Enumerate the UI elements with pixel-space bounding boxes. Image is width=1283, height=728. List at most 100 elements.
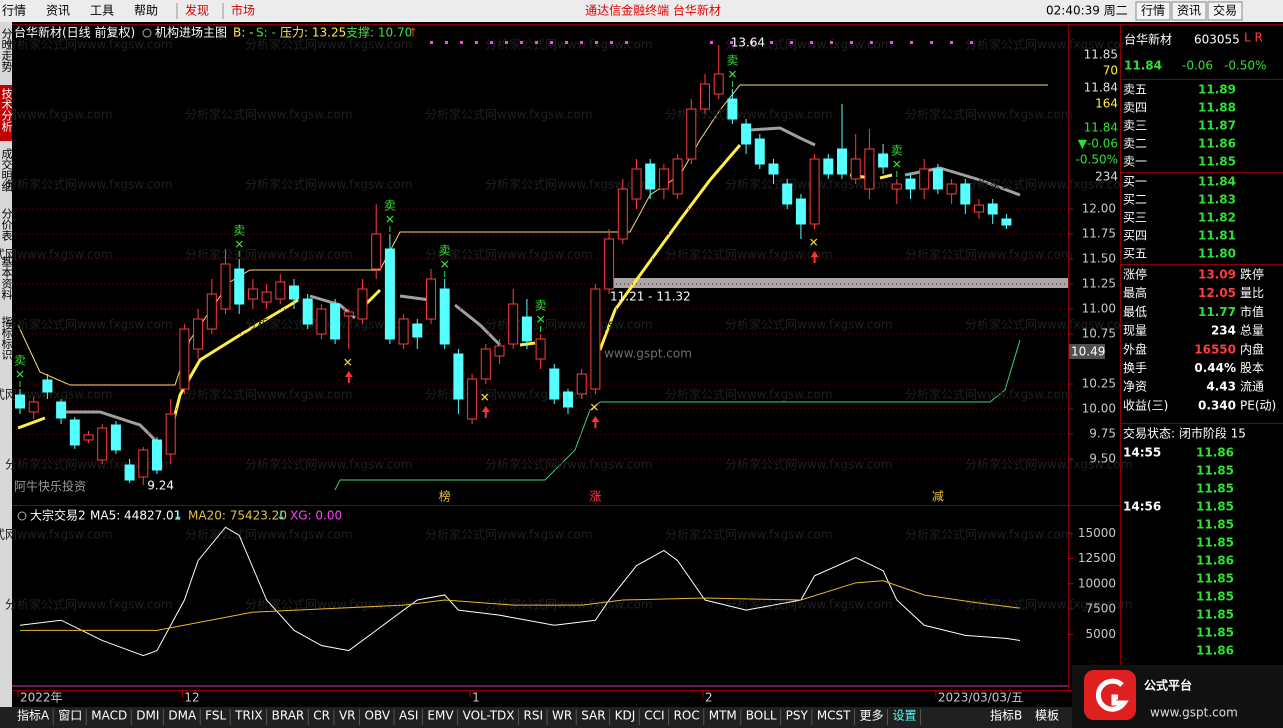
indicator-tab[interactable]: SAR — [581, 709, 605, 723]
menu-item[interactable]: 发现 — [185, 3, 209, 18]
menu-item[interactable]: 市场 — [231, 3, 255, 18]
top-dot — [595, 41, 598, 44]
date-label: 2022年 — [20, 691, 63, 705]
candle-body — [905, 178, 916, 190]
indicator-tab[interactable]: TRIX — [234, 709, 262, 723]
quote-value: 11.84 — [1084, 121, 1118, 135]
candle-body — [604, 238, 615, 290]
indicator-tab[interactable]: DMI — [136, 709, 159, 723]
indicator-tab[interactable]: WR — [552, 709, 572, 723]
menu-title: 通达信金融终端 台华新材 — [585, 3, 721, 18]
ask-label: 卖二 — [1123, 137, 1147, 151]
sell-signal: 卖 — [233, 224, 245, 238]
quote-value: -0.50% — [1076, 153, 1118, 167]
indicator-tab[interactable]: FSL — [205, 709, 226, 723]
menu-item[interactable]: 工具 — [90, 4, 114, 18]
candle-body — [247, 288, 258, 300]
side-tab[interactable]: 分时走势 — [0, 28, 13, 72]
indicator-tab[interactable]: 更多 — [860, 709, 884, 723]
candle-body — [275, 281, 286, 300]
ask-price: 11.86 — [1198, 137, 1236, 151]
indicator-tab[interactable]: 指标A — [17, 708, 50, 723]
candle-body — [28, 401, 39, 413]
watermark: 分析家公式网www.fxgsw.com — [965, 37, 1133, 52]
watermark: 分析家公式网www.fxgsw.com — [245, 457, 413, 472]
sell-x: ✕ — [892, 158, 902, 172]
indicator-line — [19, 526, 1021, 657]
candle-body — [15, 394, 25, 409]
y-tick-label: 11.25 — [1082, 277, 1116, 291]
indicator-icon — [142, 28, 152, 38]
y-tick-label: 10.25 — [1082, 377, 1116, 391]
indicator-tab[interactable]: KDJ — [615, 709, 636, 723]
indicator-tab[interactable]: VR — [339, 709, 356, 723]
indicator-tab[interactable]: RSI — [524, 709, 544, 723]
side-tab[interactable]: 成交明细 — [0, 148, 13, 192]
menu-item[interactable]: 帮助 — [134, 4, 158, 18]
tick-price: 11.85 — [1196, 626, 1234, 640]
watermark: 分析家公式网www.fxgsw.com — [425, 247, 593, 262]
menu-item[interactable]: 资讯 — [46, 4, 70, 18]
indicator-tab[interactable]: DMA — [168, 709, 197, 723]
indicator-tab[interactable]: MCST — [817, 709, 851, 723]
stat-label: 现量 — [1123, 324, 1147, 338]
chart-header[interactable]: 机构进场主图 — [155, 25, 227, 40]
candle-body — [508, 303, 519, 345]
indicator-tab[interactable]: ROC — [674, 709, 700, 723]
side-tab[interactable]: 指标标识 — [0, 315, 13, 360]
stat-label: 最低 — [1123, 305, 1147, 319]
y-tick-label: 10.75 — [1082, 327, 1116, 341]
indicator-tab[interactable]: MTM — [709, 709, 737, 723]
candle-body — [631, 168, 642, 200]
y-tick-label: 9.75 — [1089, 427, 1116, 441]
watermark: 分析家公式网www.fxgsw.com — [725, 37, 893, 52]
bid-price: 11.83 — [1198, 193, 1236, 207]
menu-item[interactable]: 行情 — [2, 4, 26, 18]
ask-label: 卖一 — [1123, 155, 1147, 169]
candle-body — [357, 288, 368, 320]
indicator-tab[interactable]: 设置 — [893, 709, 917, 723]
candle-body — [220, 263, 231, 310]
indicator-tab[interactable]: OBV — [365, 709, 391, 723]
sell-x: ✕ — [536, 313, 546, 327]
watermark: 分析家公式网www.fxgsw.com — [185, 387, 353, 402]
watermark: 分析家公式网www.fxgsw.com — [485, 37, 653, 52]
bid-price: 11.81 — [1198, 229, 1236, 243]
top-dot — [445, 41, 448, 44]
candle-body — [42, 379, 53, 393]
menu-button[interactable]: 交易 — [1213, 3, 1237, 18]
indicator-tab[interactable]: ASI — [399, 709, 418, 723]
logo-url: www.gspt.com — [1150, 706, 1238, 720]
candle-body — [850, 158, 861, 180]
watermark: 分析家公式网www.fxgsw.com — [185, 527, 353, 542]
stat-label: 最高 — [1123, 285, 1147, 300]
event-label: 涨 — [589, 489, 601, 504]
indicator-tab[interactable]: 模板 — [1035, 709, 1059, 723]
indicator-tab[interactable]: CCI — [644, 709, 664, 723]
indicator-tab[interactable]: VOL-TDX — [463, 709, 515, 723]
zone-band — [607, 278, 1068, 288]
menu-button[interactable]: 资讯 — [1177, 4, 1201, 18]
candle-body — [152, 439, 162, 471]
top-dot — [460, 41, 463, 44]
indicator-tab[interactable]: BRAR — [272, 709, 305, 723]
top-dot — [970, 41, 973, 44]
indicator-tab[interactable]: CR — [313, 709, 330, 723]
top-dot — [950, 41, 953, 44]
tick-price: 11.85 — [1196, 464, 1234, 478]
watermark: 分析家公式网www.fxgsw.com — [665, 387, 833, 402]
indicator-tab[interactable]: EMV — [427, 709, 454, 723]
indicator-tab[interactable]: 指标B — [990, 708, 1022, 723]
indicator-tab[interactable]: MACD — [91, 709, 127, 723]
menu-button[interactable]: 行情 — [1141, 4, 1165, 18]
indicator-tab[interactable]: BOLL — [746, 709, 777, 723]
candle-body — [672, 158, 683, 195]
side-tab[interactable]: 分价表 — [0, 208, 13, 242]
sell-x: ✕ — [727, 68, 737, 82]
logo-icon — [1084, 670, 1136, 720]
indicator-tab[interactable]: 窗口 — [58, 709, 82, 723]
indicator-tab[interactable]: PSY — [786, 709, 809, 723]
side-tab[interactable]: 技术分析 — [0, 88, 13, 133]
watermark: 分析家公式网www.fxgsw.com — [905, 107, 1073, 122]
side-tab[interactable]: 基本资料 — [0, 256, 13, 301]
